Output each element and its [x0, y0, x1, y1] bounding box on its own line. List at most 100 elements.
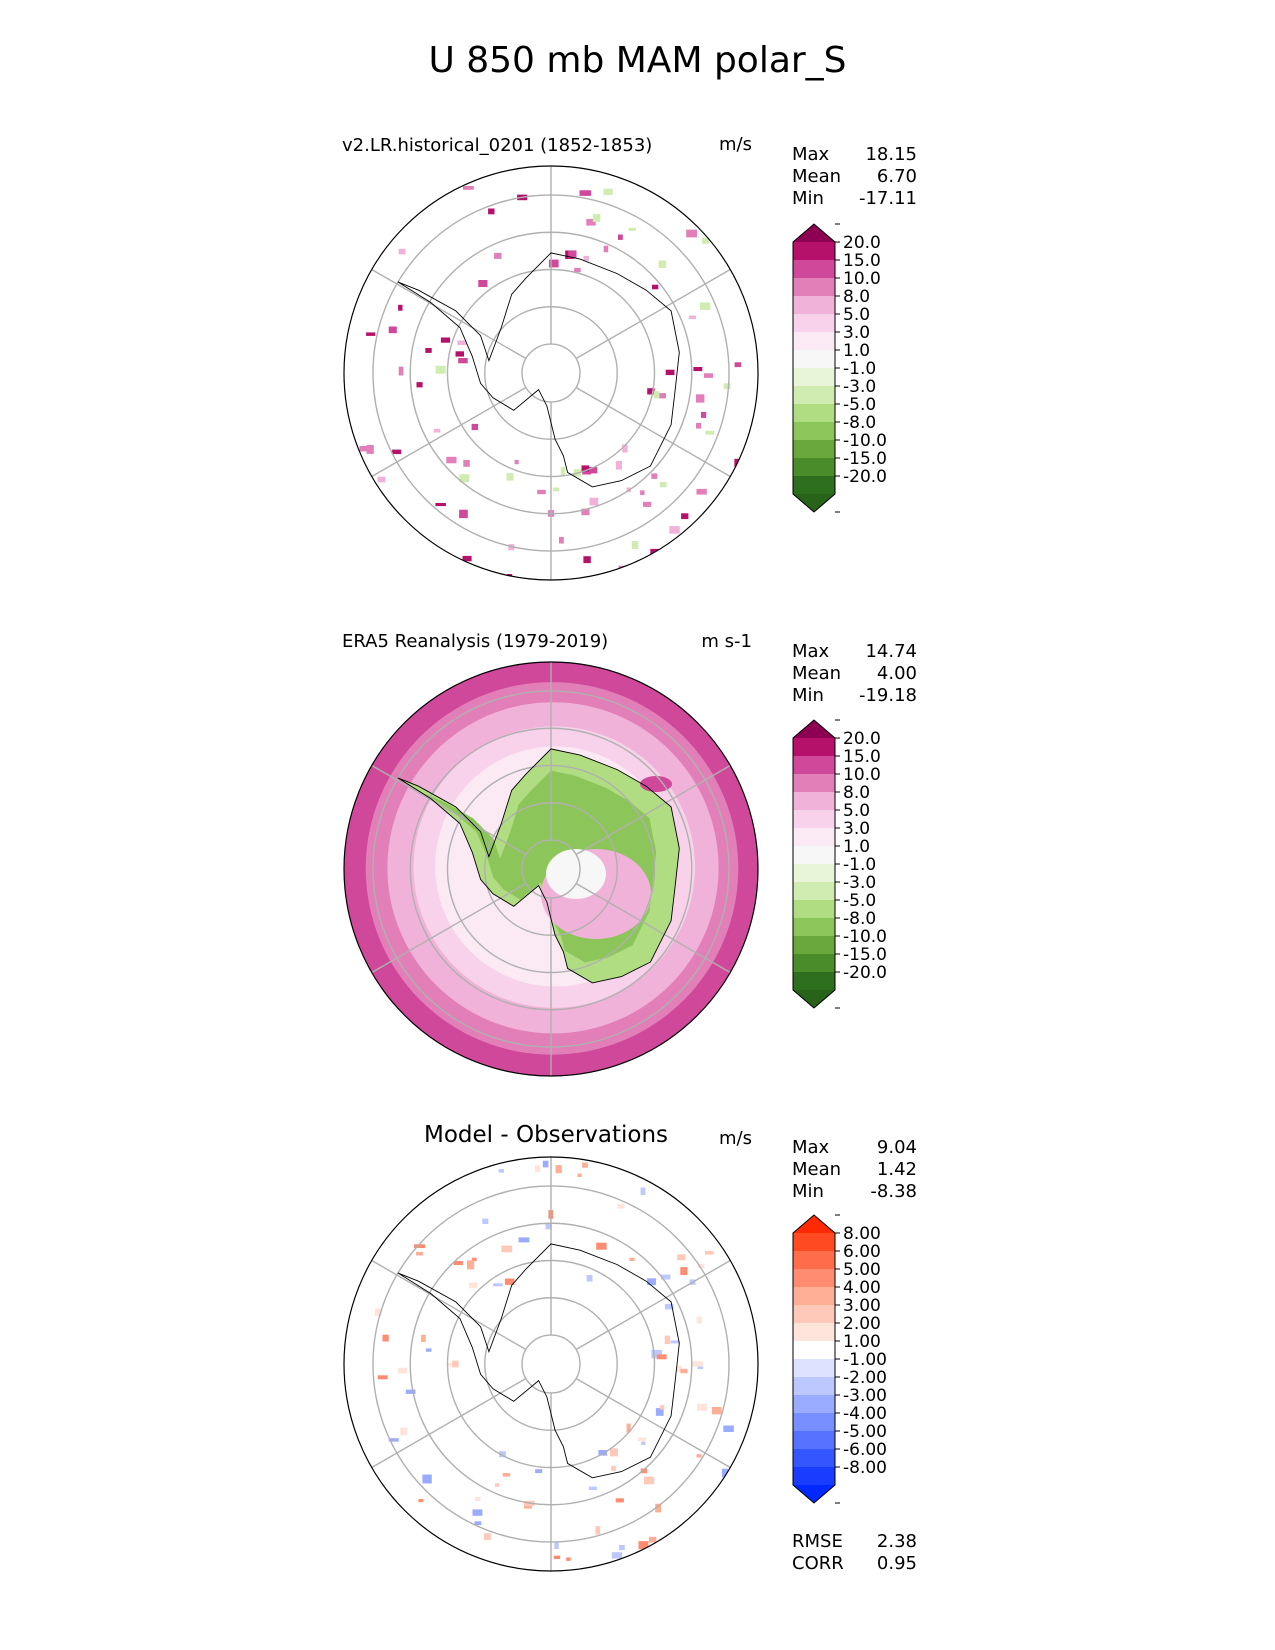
meridian-line — [575, 1259, 731, 1351]
field-speck — [688, 315, 696, 320]
field-speck — [586, 218, 596, 226]
field-speck — [545, 1223, 552, 1230]
meridian-line — [575, 764, 731, 856]
colorbar-segment — [793, 936, 835, 955]
field-speck — [535, 1469, 543, 1474]
reference-stats-box: Max 14.74 Mean 4.00 Min -19.18 — [792, 641, 917, 707]
field-speck — [592, 214, 601, 222]
colorbar-outline — [792, 223, 836, 513]
colorbar-tick-label: 15.0 — [843, 747, 881, 767]
field-speck — [474, 1521, 482, 1526]
field-speck — [577, 1173, 582, 1177]
field-speck — [619, 1545, 625, 1551]
field-speck — [494, 1483, 499, 1487]
colorbar-outline — [792, 719, 836, 1009]
colorbar-segment — [793, 810, 835, 829]
field-speck — [647, 1278, 656, 1286]
field-speck — [502, 1473, 511, 1477]
field-speck — [467, 1260, 475, 1270]
colorbar-tick-label: 3.0 — [843, 323, 870, 343]
field-speck — [555, 1165, 562, 1174]
colorbar-segment — [793, 774, 835, 793]
field-speck — [582, 1162, 588, 1168]
field-speck — [574, 267, 581, 273]
colorbar-segment — [793, 386, 835, 405]
field-speck — [484, 1533, 491, 1540]
test-panel-title: v2.LR.historical_0201 (1852-1853) — [342, 135, 653, 156]
field-speck — [696, 1316, 702, 1324]
field-speck — [655, 1503, 662, 1513]
field-speck — [603, 245, 609, 253]
field-speck — [669, 526, 680, 534]
field-speck — [640, 1187, 646, 1196]
field-speck — [566, 1557, 571, 1561]
field-speck — [651, 1349, 663, 1359]
field-speck — [453, 1261, 463, 1266]
field-speck — [696, 1454, 702, 1458]
field-speck — [471, 1257, 477, 1262]
colorbar-segment — [793, 314, 835, 333]
diff-stat-rmse: RMSE 2.38 — [792, 1531, 917, 1552]
colorbar-tick-label: 1.00 — [843, 1332, 881, 1352]
diff-panel-title: Model - Observations — [424, 1122, 669, 1148]
field-speck — [644, 1476, 655, 1485]
field-speck — [664, 1335, 671, 1345]
colorbar-tick-label: -5.0 — [843, 891, 876, 911]
field-speck — [499, 1451, 506, 1458]
field-speck — [615, 1498, 624, 1503]
map-boundary — [343, 661, 759, 1077]
test-stat-mean: Mean 6.70 — [792, 166, 917, 187]
map-boundary — [343, 1156, 759, 1572]
colorbar-tick-label: -5.0 — [843, 395, 876, 415]
field-speck — [448, 1363, 454, 1367]
field-speck — [463, 186, 474, 190]
test-polar-map — [343, 165, 759, 581]
field-speck — [734, 362, 742, 368]
field-speck — [416, 1252, 423, 1256]
field-speck — [583, 556, 591, 564]
colorbar-tick-label: 8.00 — [843, 1224, 881, 1244]
field-speck — [651, 473, 658, 479]
colorbar-segment — [793, 900, 835, 919]
colorbar-segment — [793, 972, 835, 991]
field-speck — [677, 1254, 686, 1261]
field-speck — [581, 508, 590, 516]
field-speck — [504, 1278, 515, 1285]
field-speck — [653, 391, 660, 399]
field-speck — [696, 422, 702, 429]
field-speck — [695, 394, 705, 403]
colorbar-tick-label: 10.0 — [843, 269, 881, 289]
field-speck — [611, 1465, 616, 1471]
field-speck — [589, 497, 599, 506]
coastline — [397, 748, 680, 984]
colorbar-tick-label: -1.00 — [843, 1350, 887, 1370]
coastline — [397, 1243, 680, 1479]
colorbar-tick-label: -2.00 — [843, 1368, 887, 1388]
field-speck — [588, 1486, 597, 1490]
colorbar-tick-label: -10.0 — [843, 431, 887, 451]
colorbar-tick-label: 8.0 — [843, 287, 870, 307]
colorbar-segment — [793, 350, 835, 369]
field-speck — [471, 423, 479, 431]
colorbar-tick-label: 4.00 — [843, 1278, 881, 1298]
field-speck — [629, 1257, 635, 1261]
field-speck — [459, 474, 470, 483]
colorbar-tick-label: -15.0 — [843, 945, 887, 965]
field-speck — [626, 1423, 631, 1433]
figure-title: U 850 mb MAM polar_S — [428, 40, 847, 81]
field-speck — [705, 1250, 714, 1255]
field-speck — [377, 476, 386, 483]
colorbar-extend-bottom — [793, 1485, 835, 1503]
field-speck — [692, 1361, 703, 1367]
field-speck — [435, 503, 446, 507]
reference-colorbar: 20.015.010.08.05.03.01.0-1.0-3.0-5.0-8.0… — [792, 719, 887, 1009]
field-speck — [640, 1468, 648, 1474]
colorbar-segment — [793, 1431, 835, 1450]
colorbar-extend-top — [793, 720, 835, 738]
field-speck — [488, 208, 495, 215]
colorbar-segment — [793, 1341, 835, 1360]
colorbar-tick-label: -8.0 — [843, 909, 876, 929]
field-speck — [631, 541, 639, 550]
colorbar-segment — [793, 476, 835, 495]
